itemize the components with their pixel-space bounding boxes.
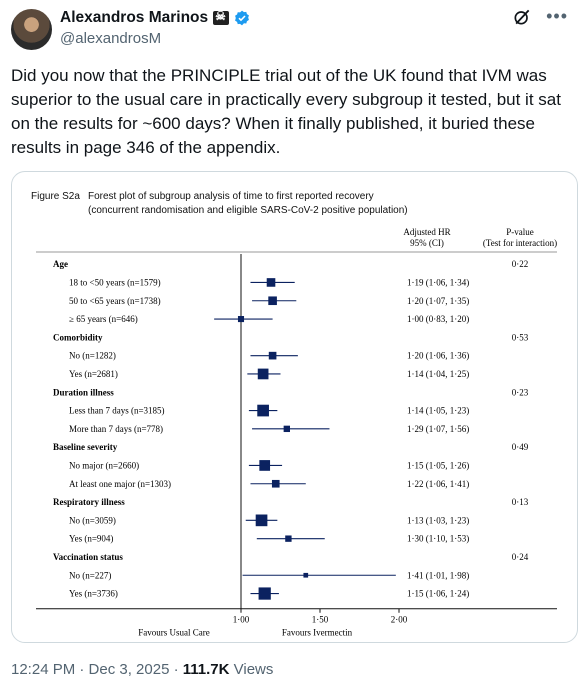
group-label: Duration illness [53,387,114,397]
chart-title-line-2: (concurrent randomisation and eligible S… [88,205,408,216]
hr-marker [271,479,280,488]
avatar[interactable] [11,9,52,50]
group-label: Vaccination status [53,552,123,562]
x-tick-label: 1·50 [312,615,329,625]
hr-marker [285,535,292,542]
p-value: 0·22 [512,259,529,269]
chart-title-line-1: Forest plot of subgroup analysis of time… [88,191,374,202]
hr-value: 1·19 (1·06, 1·34) [407,277,469,287]
hr-value: 1·13 (1·03, 1·23) [407,515,469,525]
subgroup-label: Yes (n=904) [69,534,113,544]
favours-usual-care-label: Favours Usual Care [138,628,210,638]
x-tick-label: 2·00 [391,615,408,625]
hr-marker [259,460,271,471]
hr-column-subheader: 95% (CI) [410,238,444,248]
hr-value: 1·22 (1·06, 1·41) [407,479,469,489]
hr-value: 1·15 (1·05, 1·26) [407,460,469,470]
subgroup-label: 50 to <65 years (n=1738) [69,296,161,306]
author-handle[interactable]: @alexandrosM [60,30,162,47]
hr-marker [266,278,276,287]
hr-marker [258,587,271,600]
subgroup-label: More than 7 days (n=778) [69,424,163,434]
subgroup-label: Less than 7 days (n=3185) [69,406,165,416]
x-tick-label: 1·00 [233,615,250,625]
subgroup-label: 18 to <50 years (n=1579) [69,277,161,287]
tweet-footer: 12:24 PM · Dec 3, 2025 · 111.7K Views [11,661,273,678]
subgroup-label: No (n=3059) [69,515,116,525]
hr-value: 1·00 (0·83, 1·20) [407,314,469,324]
hr-marker [255,514,268,527]
timestamp[interactable]: 12:24 PM · Dec 3, 2025 · [11,661,183,678]
p-value: 0·53 [512,332,529,342]
group-label: Comorbidity [53,332,103,342]
tweet-text: Did you now that the PRINCIPLE trial out… [11,66,561,157]
hr-value: 1·14 (1·04, 1·25) [407,369,469,379]
p-value: 0·49 [512,442,529,452]
hr-column-header: Adjusted HR [403,227,450,237]
group-label: Respiratory illness [53,497,125,507]
hr-marker [303,572,309,578]
group-label: Age [53,259,68,269]
more-icon[interactable]: ••• [546,6,568,26]
media-image[interactable]: Figure S2a Forest plot of subgroup analys… [11,171,578,643]
verified-badge-icon[interactable] [234,10,250,26]
hr-value: 1·20 (1·06, 1·36) [407,351,469,361]
hr-value: 1·20 (1·07, 1·35) [407,296,469,306]
subgroup-label: No major (n=2660) [69,460,139,470]
author-name-row[interactable]: Alexandros Marinos [60,9,250,27]
hr-value: 1·14 (1·05, 1·23) [407,406,469,416]
p-column-subheader: (Test for interaction) [483,238,557,248]
subgroup-label: At least one major (n=1303) [69,479,171,489]
hr-value: 1·41 (1·01, 1·98) [407,570,469,580]
p-column-header: P-value [506,227,534,237]
figure-label: Figure S2a [31,191,80,202]
views-label: Views [229,661,274,678]
hr-marker [257,404,269,417]
hr-marker [268,351,277,360]
hr-marker [268,296,277,306]
favours-ivermectin-label: Favours Ivermectin [282,628,353,638]
author-name[interactable]: Alexandros Marinos [60,9,209,26]
grok-icon[interactable] [512,7,532,27]
view-count: 111.7K [182,661,230,678]
p-value: 0·24 [512,552,529,562]
subgroup-label: ≥ 65 years (n=646) [69,314,138,324]
p-value: 0·23 [512,387,529,397]
p-value: 0·13 [512,497,529,507]
hr-marker [237,316,245,323]
subgroup-label: No (n=1282) [69,351,116,361]
hr-value: 1·29 (1·07, 1·56) [407,424,469,434]
hr-value: 1·30 (1·10, 1·53) [407,534,469,544]
group-label: Baseline severity [53,442,118,452]
subgroup-label: Yes (n=2681) [69,369,118,379]
subgroup-label: Yes (n=3736) [69,589,118,599]
hr-value: 1·15 (1·06, 1·24) [407,589,469,599]
forest-plot: Figure S2a Forest plot of subgroup analys… [31,191,557,638]
hr-marker [257,368,269,380]
pirate-flag-icon [213,9,230,25]
subgroup-label: No (n=227) [69,570,111,580]
hr-marker [283,425,290,433]
